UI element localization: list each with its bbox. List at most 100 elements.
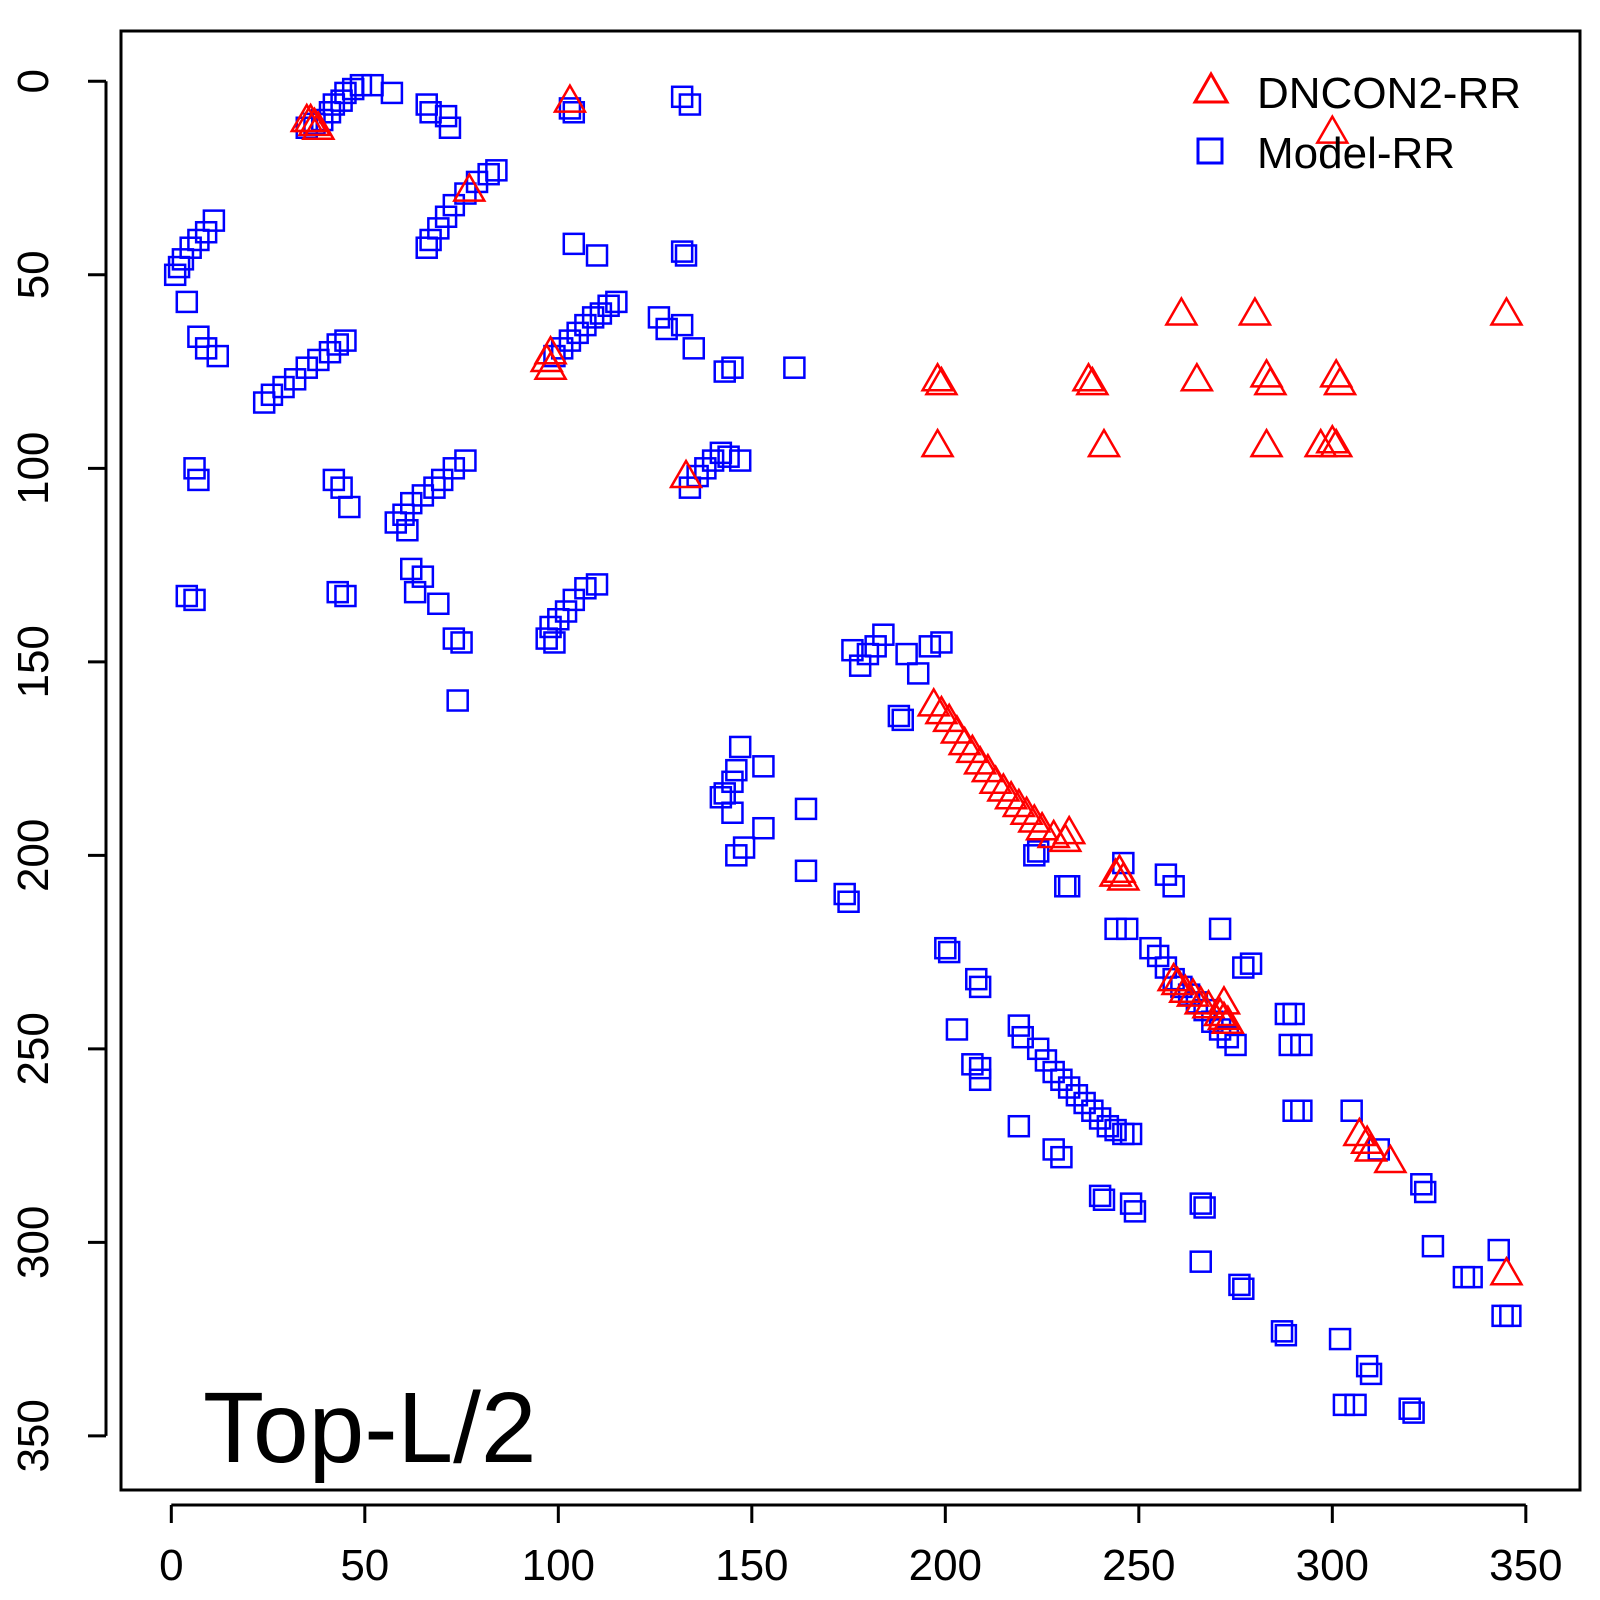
y-tick-label: 200 (9, 819, 58, 892)
model-rr-point (713, 360, 736, 383)
model-rr-point (864, 635, 887, 658)
dncon2-rr-point (924, 365, 959, 396)
model-rr-point (202, 209, 226, 232)
model-rr-point (1413, 1180, 1437, 1204)
dncon2-rr-point (293, 102, 328, 133)
model-rr-point (423, 476, 446, 499)
model-rr-point (1104, 1118, 1127, 1142)
dncon2-rr-point (1164, 296, 1199, 326)
model-rr-point (400, 557, 423, 581)
model-rr-point (1042, 1138, 1065, 1161)
model-rr-point (283, 368, 307, 391)
model-rr-point (1119, 1192, 1143, 1215)
model-rr-point (918, 635, 942, 658)
model-rr-point (438, 116, 462, 140)
model-rr-point (558, 97, 582, 120)
model-rr-point (411, 565, 435, 588)
legend-square-marker (1196, 137, 1224, 165)
y-tick-label: 100 (9, 432, 58, 505)
model-rr-point (655, 317, 678, 341)
legend-triangle-marker (1192, 70, 1230, 104)
model-rr-point (454, 449, 477, 472)
model-rr-point (175, 584, 199, 608)
model-rr-point (1057, 875, 1081, 898)
model-rr-point (307, 348, 330, 372)
model-rr-point (709, 786, 733, 809)
model-rr-point (965, 967, 988, 991)
model-rr-point (318, 101, 342, 124)
dncon2-rr-point (301, 110, 336, 141)
model-rr-point (295, 356, 319, 379)
dncon2-rr-point (1075, 365, 1110, 396)
model-rr-point (1065, 1084, 1089, 1107)
dncon2-rr-point (1373, 1143, 1408, 1174)
model-rr-point (721, 801, 744, 824)
dncon2-rr-point (1315, 423, 1350, 454)
model-rr-point (558, 329, 582, 352)
model-rr-point (1487, 1238, 1510, 1262)
model-rr-point (752, 816, 775, 840)
model-rr-point (1042, 1060, 1065, 1084)
model-rr-point (547, 607, 570, 631)
model-rr-point (585, 573, 609, 596)
model-rr-point (430, 468, 454, 492)
model-rr-point (380, 81, 404, 105)
model-rr-point (1278, 1033, 1301, 1057)
model-rr-point (968, 1068, 992, 1092)
model-rr-point (701, 449, 725, 472)
model-rr-point (450, 631, 473, 654)
model-rr-point (1189, 1192, 1212, 1215)
dncon2-rr-point (993, 779, 1029, 810)
model-rr-point (1410, 1173, 1433, 1196)
y-tick-label: 250 (9, 1012, 58, 1085)
model-rr-point (322, 93, 346, 116)
model-rr-point (1119, 1122, 1143, 1146)
model-rr-point (1154, 863, 1178, 886)
model-rr-point (1421, 1234, 1445, 1258)
model-rr-point (678, 93, 702, 116)
model-rr-point (752, 755, 775, 778)
model-rr-point (848, 654, 872, 677)
dncon2-rr-point (1315, 114, 1350, 144)
model-rr-point (682, 337, 706, 360)
model-rr-point (163, 263, 187, 287)
model-rr-point (728, 735, 752, 759)
dncon2-rr-point (978, 764, 1013, 795)
model-rr-point (694, 457, 717, 480)
x-tick-label: 150 (715, 1541, 788, 1590)
dncon2-rr-point (1183, 984, 1218, 1015)
dncon2-rr-point (1051, 814, 1087, 845)
y-tick-label: 350 (9, 1399, 58, 1472)
model-rr-point (392, 503, 415, 527)
model-rr-point (1050, 1068, 1073, 1092)
model-rr-point (1232, 1277, 1255, 1301)
model-rr-point (183, 457, 206, 480)
model-rr-point (1034, 1049, 1058, 1072)
model-rr-point (872, 623, 895, 646)
model-rr-point (543, 631, 566, 654)
model-rr-point (562, 232, 586, 256)
points-layer (163, 73, 1524, 1424)
x-tick-label: 0 (159, 1541, 183, 1590)
model-rr-point (728, 449, 752, 472)
model-rr-point (1355, 1354, 1379, 1378)
model-rr-point (318, 340, 342, 364)
model-rr-point (1162, 875, 1185, 898)
legend-label-dncon2: DNCON2-RR (1257, 69, 1521, 118)
model-rr-point (1011, 1025, 1034, 1049)
model-rr-point (725, 758, 748, 782)
model-rr-point (1104, 917, 1127, 941)
model-rr-point (1139, 936, 1162, 960)
series-dncon2-rr (289, 83, 1524, 1286)
model-rr-point (1344, 1393, 1367, 1417)
model-rr-point (934, 936, 957, 960)
model-rr-point (1274, 1323, 1298, 1347)
model-rr-point (1290, 1033, 1313, 1057)
y-axis: 0 50 100 150 200 250 300 350 (9, 69, 108, 1473)
model-rr-point (1398, 1397, 1421, 1420)
model-rr-point (794, 797, 818, 821)
model-rr-point (895, 642, 918, 666)
dncon2-rr-point (1106, 861, 1141, 891)
model-rr-point (1115, 917, 1139, 941)
model-rr-point (187, 325, 210, 348)
